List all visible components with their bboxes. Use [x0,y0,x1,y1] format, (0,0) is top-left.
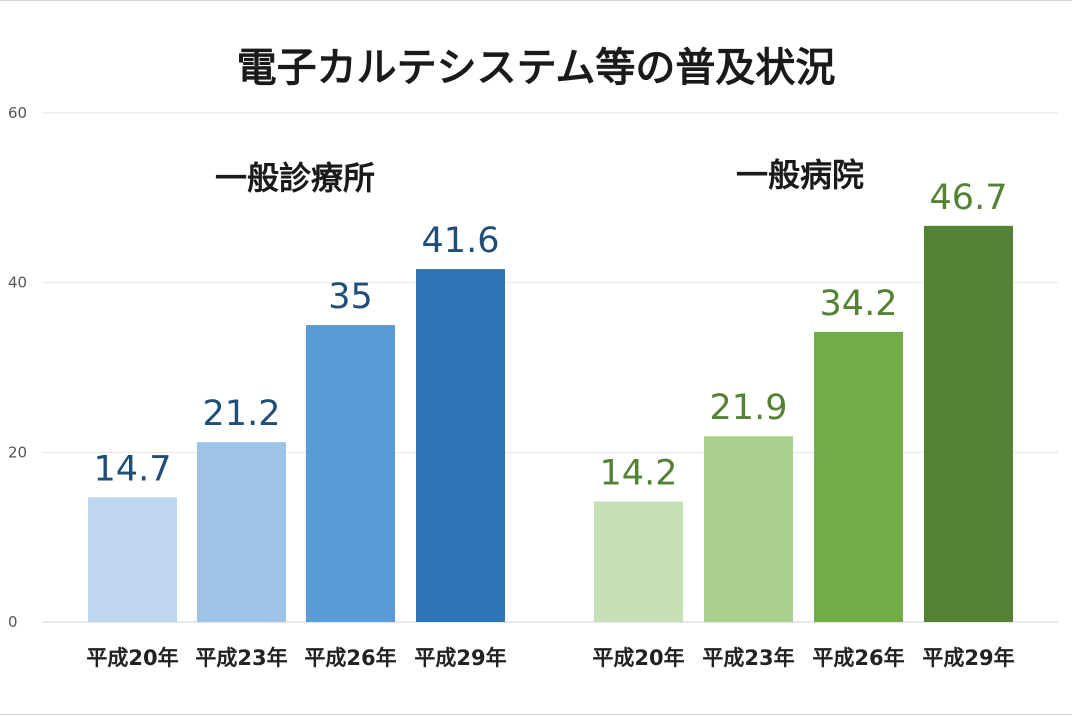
data-label: 21.2 [203,394,281,434]
data-label: 35 [328,277,373,317]
y-tick-label: 20 [8,443,27,461]
y-tick-label: 0 [8,613,18,631]
data-label: 21.9 [710,388,788,428]
chart-title: 電子カルテシステム等の普及状況 [237,45,836,91]
x-tick-label: 平成29年 [922,646,1014,670]
bar [814,331,903,622]
y-tick-label: 60 [8,104,27,122]
bar [416,269,505,622]
x-tick-label: 平成20年 [592,646,684,670]
bar [306,325,395,622]
x-tick-label: 平成23年 [195,646,287,670]
x-tick-label: 平成29年 [414,646,506,670]
x-tick-label: 平成26年 [304,646,396,670]
x-tick-label: 平成26年 [812,646,904,670]
x-tick-label: 平成23年 [702,646,794,670]
data-label: 46.7 [930,178,1008,218]
bars: 一般診療所14.7平成20年21.2平成23年35平成26年41.6平成29年一… [86,156,1014,670]
bar [88,497,177,622]
group-title: 一般診療所 [215,159,375,197]
group-title: 一般病院 [736,156,864,194]
bar [924,225,1013,622]
bar-group: 一般診療所 14.7 平成20年 21.2 平成23年 35 平成26年 41.6 平成29年 [86,159,506,670]
y-tick-label: 40 [8,274,27,292]
data-label: 34.2 [820,284,898,324]
bar [197,442,286,622]
data-label: 14.2 [600,454,678,494]
data-label: 41.6 [422,221,500,261]
data-label: 14.7 [94,449,172,489]
bar [704,436,793,622]
bar [594,501,683,622]
x-tick-label: 平成20年 [86,646,178,670]
bar-group: 一般病院 14.2 平成20年 21.9 平成23年 34.2 平成26年 46.7 平成29年 [592,156,1014,670]
gridlines [42,112,1058,623]
y-axis-ticks: 0 20 40 60 [8,104,27,631]
